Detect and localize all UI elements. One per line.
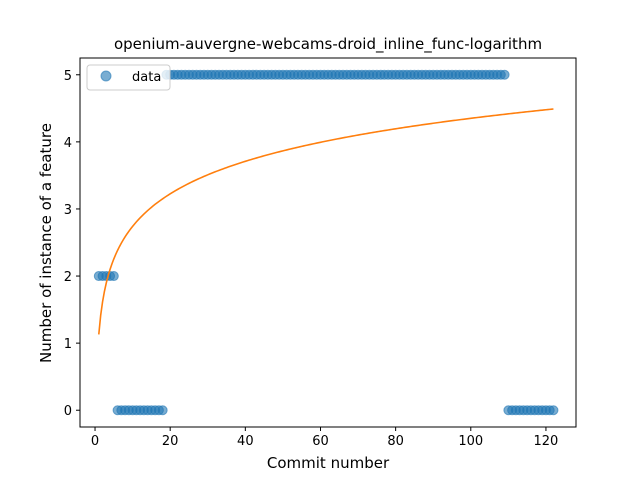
x-tick-label: 60 bbox=[312, 434, 329, 449]
x-tick-label: 100 bbox=[458, 434, 483, 449]
chart-title: openium-auvergne-webcams-droid_inline_fu… bbox=[114, 35, 542, 54]
data-point bbox=[548, 405, 559, 416]
y-tick-label: 5 bbox=[64, 69, 72, 84]
y-tick-label: 3 bbox=[64, 203, 72, 218]
legend: data bbox=[86, 64, 171, 91]
x-tick-label: 80 bbox=[387, 434, 404, 449]
y-tick-label: 2 bbox=[64, 270, 72, 285]
x-tick-label: 40 bbox=[237, 434, 254, 449]
data-point bbox=[157, 405, 168, 416]
data-point bbox=[499, 69, 510, 80]
x-tick-label: 0 bbox=[91, 434, 99, 449]
x-tick-label: 120 bbox=[534, 434, 559, 449]
legend-label-data: data bbox=[132, 70, 161, 85]
plot-area bbox=[93, 69, 559, 416]
data-point bbox=[108, 271, 119, 282]
fit-line bbox=[97, 108, 554, 335]
x-axis-label: Commit number bbox=[267, 454, 390, 472]
legend-marker-data bbox=[100, 70, 112, 82]
y-tick-label: 1 bbox=[64, 337, 72, 352]
x-tick-label: 20 bbox=[162, 434, 179, 449]
x-axis: 0 20 40 60 80 100 120 bbox=[91, 427, 558, 449]
y-tick-label: 0 bbox=[64, 404, 72, 419]
y-axis-label: Number of instance of a feature bbox=[37, 123, 55, 363]
y-axis: 0 1 2 3 4 5 bbox=[64, 69, 80, 419]
plot-frame bbox=[79, 57, 577, 428]
y-tick-label: 4 bbox=[64, 136, 72, 151]
